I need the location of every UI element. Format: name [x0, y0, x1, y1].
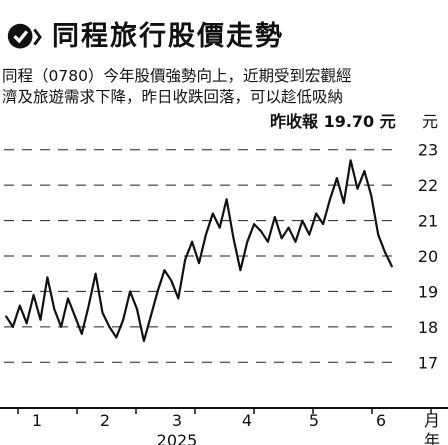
price-point [336, 177, 338, 179]
price-point [239, 269, 242, 272]
x-tick-label: 1 [32, 411, 42, 430]
price-unit-label: 元 [422, 112, 439, 131]
price-point [329, 198, 331, 201]
price-point [156, 290, 159, 293]
price-point [101, 311, 104, 314]
x-tick-label: 2 [100, 411, 110, 430]
price-point [294, 241, 297, 243]
price-point [218, 226, 221, 229]
price-point [260, 230, 262, 232]
price-point [170, 280, 173, 282]
price-point [315, 212, 318, 215]
price-point [60, 326, 62, 328]
price-point [32, 294, 35, 296]
price-point [150, 315, 152, 318]
price-point [115, 336, 118, 339]
close-price-label: 昨收報 19.70 元 [270, 112, 396, 131]
price-point [212, 212, 214, 215]
price-point [191, 241, 193, 243]
price-point [87, 304, 90, 307]
x-unit-label: 月 [424, 411, 440, 430]
price-point [363, 170, 366, 172]
price-point [67, 297, 69, 300]
price-point [274, 216, 276, 218]
x-unit-label-year: 年 [424, 431, 440, 445]
price-point [108, 326, 111, 328]
y-tick-label: 18 [418, 318, 438, 337]
price-point [12, 326, 14, 328]
y-tick-label: 20 [418, 247, 438, 266]
price-point [46, 276, 49, 279]
price-point [184, 258, 186, 261]
price-point [356, 187, 359, 190]
x-tick-label: 6 [376, 411, 386, 430]
x-tick-label: 4 [242, 411, 252, 430]
description-line-1: 同程（0780）今年股價強勢向上，近期受到宏觀經 [2, 67, 352, 85]
price-point [246, 241, 249, 243]
price-point [384, 251, 386, 254]
price-point [53, 308, 56, 310]
price-point [370, 195, 373, 197]
x-tick-label: 5 [309, 411, 319, 430]
price-point [129, 290, 131, 293]
y-tick-label: 23 [418, 141, 438, 160]
price-point [391, 265, 393, 268]
price-point [232, 237, 235, 240]
description: 同程（0780）今年股價強勢向上，近期受到宏觀經 濟及旅遊需求下降，昨日收跌回落… [2, 66, 448, 108]
x-axis-year-label: 2025 [157, 431, 198, 445]
price-point [25, 322, 28, 325]
price-point [377, 233, 380, 236]
price-point [253, 223, 255, 225]
price-point [225, 198, 228, 201]
price-point [198, 262, 200, 264]
price-point [19, 304, 21, 307]
price-point [5, 315, 7, 318]
x-tick-label: 3 [172, 411, 182, 430]
price-point [267, 241, 269, 243]
price-point [308, 233, 311, 236]
header: 同程旅行股價走勢 [0, 0, 448, 58]
y-tick-label: 19 [418, 282, 438, 301]
price-point [163, 269, 166, 272]
price-point [205, 233, 207, 236]
price-point [136, 308, 138, 310]
price-point [343, 202, 345, 204]
price-point [81, 333, 83, 335]
price-point [74, 315, 76, 318]
price-point [349, 159, 352, 162]
price-point [287, 226, 290, 229]
y-tick-label: 22 [418, 176, 438, 195]
y-tick-label: 21 [418, 212, 438, 231]
price-point [39, 319, 42, 321]
price-point [94, 272, 97, 275]
description-line-2: 濟及旅遊需求下降，昨日收跌回落，可以趁低吸納 [2, 88, 344, 106]
page-title: 同程旅行股價走勢 [52, 21, 284, 52]
price-point [177, 297, 180, 300]
y-tick-label: 17 [418, 353, 438, 372]
price-point [280, 237, 283, 240]
price-point [143, 340, 145, 342]
magnifier-check-icon [7, 23, 42, 49]
price-line [5, 159, 393, 343]
price-point [301, 219, 304, 222]
price-point [322, 223, 324, 225]
price-point [122, 319, 124, 321]
